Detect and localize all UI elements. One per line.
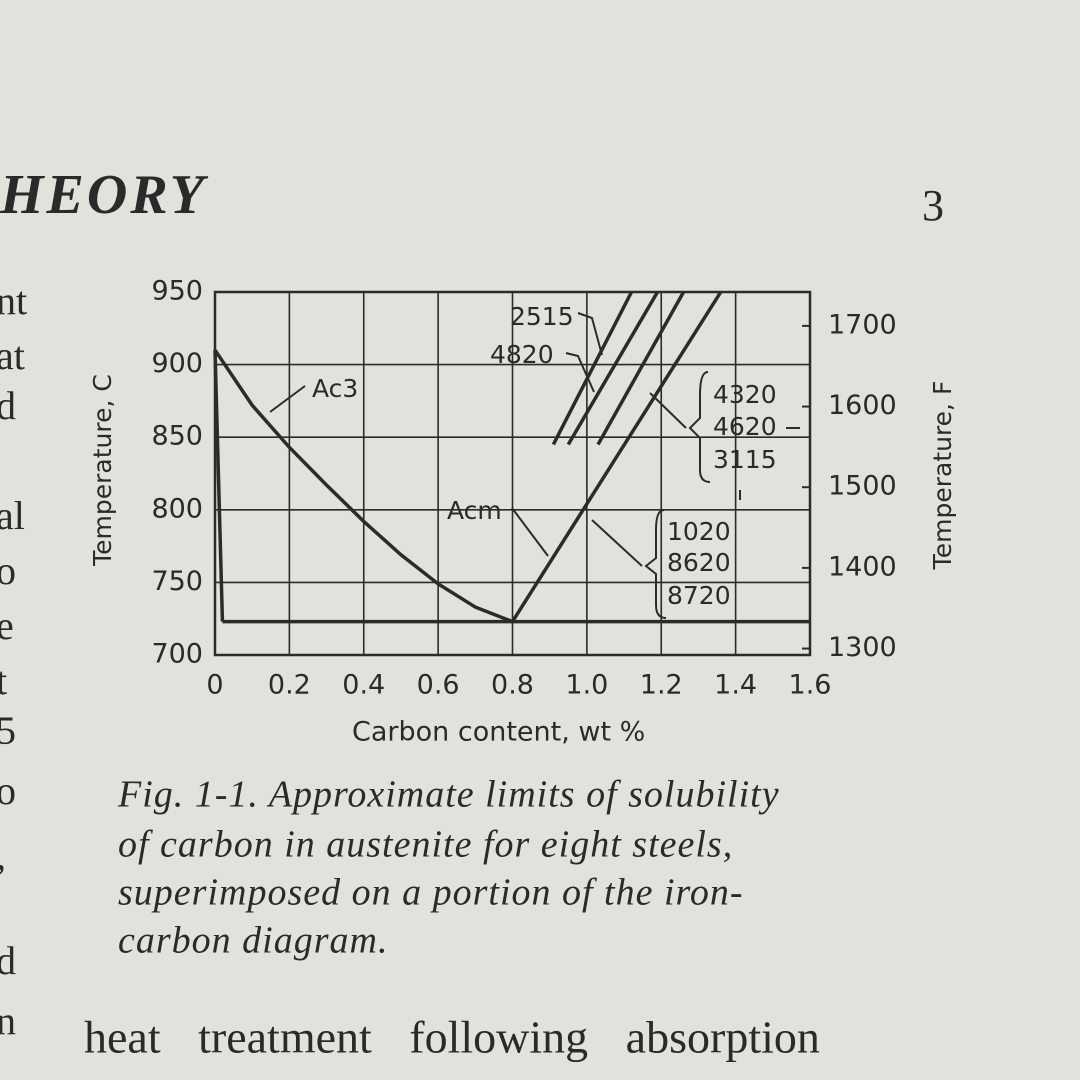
steel-label: 4620 — [713, 412, 777, 441]
curve — [566, 291, 660, 446]
y2-axis-label: Temperature, F — [928, 381, 957, 571]
caption-line: superimposed on a portion of the iron- — [118, 872, 744, 914]
leader — [269, 385, 306, 413]
margin-fragment: nt — [0, 278, 27, 323]
margin-fragment: 5 — [0, 708, 16, 753]
margin-fragment: t — [0, 658, 7, 703]
leader — [577, 312, 603, 356]
y-axis-label: Temperature, C — [88, 374, 117, 567]
x-tick-label: 0.4 — [342, 670, 385, 701]
curve — [596, 291, 686, 446]
margin-fragment: al — [0, 493, 25, 538]
running-head: HEORY — [0, 164, 209, 226]
leader — [649, 392, 687, 429]
steel-label: 2515 — [510, 302, 574, 331]
x-tick-label: 1.6 — [789, 670, 832, 701]
margin-fragment: o — [0, 548, 16, 593]
curve — [213, 349, 514, 624]
x-tick-label: 1.2 — [640, 670, 683, 701]
x-tick-label: 0.6 — [417, 670, 460, 701]
margin-fragment: n — [0, 998, 16, 1043]
leader — [591, 519, 643, 567]
caption-line: Fig. 1-1. Approximate limits of solubili… — [117, 774, 780, 816]
y-tick-label: 850 — [151, 421, 203, 452]
steel-label: 4320 — [713, 380, 777, 409]
y2-tick-label: 1300 — [828, 632, 897, 663]
curve — [213, 350, 225, 622]
x-tick-label: 1.4 — [714, 670, 757, 701]
leader — [511, 507, 549, 557]
steel-label: 3115 — [713, 445, 777, 474]
steel-label: 8720 — [667, 581, 731, 610]
y-tick-label: 950 — [151, 276, 203, 307]
steel-label: 4820 — [490, 340, 554, 369]
y2-tick-label: 1600 — [828, 390, 897, 421]
margin-fragment: , — [0, 833, 6, 878]
steel-label: 1020 — [667, 517, 731, 546]
curve-label: Acm — [447, 496, 502, 525]
margin-fragment: at — [0, 333, 25, 378]
x-tick-label: 1.0 — [565, 670, 608, 701]
body-text: heat treatment following absorption — [84, 1012, 820, 1063]
plot-frame — [213, 290, 812, 657]
steel-label: 8620 — [667, 548, 731, 577]
margin-fragment: d — [0, 383, 16, 428]
y2-tick-label: 1500 — [828, 471, 897, 502]
y-tick-label: 900 — [151, 348, 203, 379]
curve — [551, 291, 634, 446]
caption-line: carbon diagram. — [118, 920, 388, 962]
curve-label: Ac3 — [312, 374, 358, 403]
margin-fragment: o — [0, 768, 16, 813]
curve — [511, 291, 723, 623]
x-tick-label: 0 — [206, 670, 223, 701]
x-axis-label: Carbon content, wt % — [352, 717, 645, 748]
y-tick-label: 800 — [151, 493, 203, 524]
y2-tick-label: 1700 — [828, 309, 897, 340]
y-tick-label: 750 — [151, 566, 203, 597]
x-tick-label: 0.8 — [491, 670, 534, 701]
y-tick-label: 700 — [151, 639, 203, 670]
y2-tick-label: 1400 — [828, 551, 897, 582]
page-number: 3 — [922, 181, 944, 230]
leader — [688, 371, 711, 483]
caption-line: of carbon in austenite for eight steels, — [118, 824, 733, 866]
chart: 700 750 800 850 900 950 0 0.2 0.4 0.6 0.8 1.0 1.2 1.4… — [151, 276, 896, 701]
margin-fragment: e — [0, 603, 14, 648]
margin-fragment: d — [0, 938, 16, 983]
x-tick-label: 0.2 — [268, 670, 311, 701]
leader — [565, 352, 595, 393]
leader — [644, 509, 667, 619]
